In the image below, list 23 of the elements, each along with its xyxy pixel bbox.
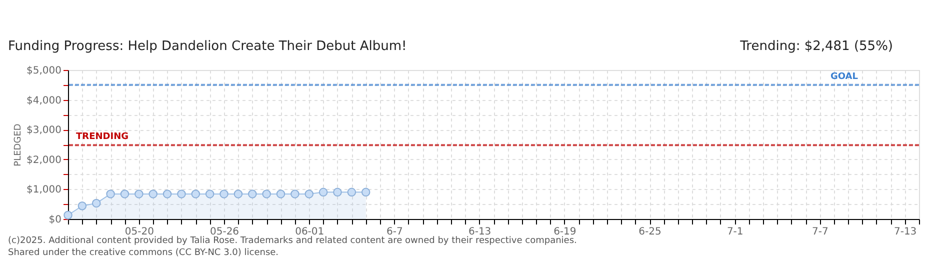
x-tick-label: 7-1 (726, 226, 744, 238)
ref-line-label: GOAL (830, 72, 858, 82)
x-tick-label: 05-26 (210, 226, 240, 238)
x-tick-label: 05-20 (124, 226, 154, 238)
x-tick-label: 6-19 (554, 226, 576, 238)
chart-subtitle: Trending: $2,481 (55%) (739, 39, 893, 54)
y-tick-label: $4,000 (26, 95, 62, 106)
ref-line-label: TRENDING (76, 132, 128, 142)
y-tick-label: $2,000 (26, 154, 62, 166)
x-tick-label: 7-7 (812, 226, 828, 238)
text: Shared under the creative commons (CC BY-NC 3.0) license. (8, 248, 279, 258)
x-tick-label: 6-25 (638, 226, 662, 238)
text: (c)2025. Additional content provided by Talia Rose. Trademarks and related content are owned by their respective companies. (8, 236, 577, 246)
x-tick-label: 6-7 (386, 226, 403, 238)
y-axis-title: PLEDGED (14, 124, 24, 166)
y-tick-label: $0 (48, 214, 62, 226)
y-tick-label: $5,000 (26, 66, 62, 76)
y-tick-label: $3,000 (26, 125, 62, 136)
x-tick-label: 7-13 (894, 226, 917, 238)
x-tick-label: 06-01 (295, 226, 324, 238)
x-tick-label: 6-13 (468, 226, 492, 238)
y-tick-label: $1,000 (26, 184, 62, 196)
chart-title: Funding Progress: Help Dandelion Create Their Debut Album! (8, 39, 407, 54)
